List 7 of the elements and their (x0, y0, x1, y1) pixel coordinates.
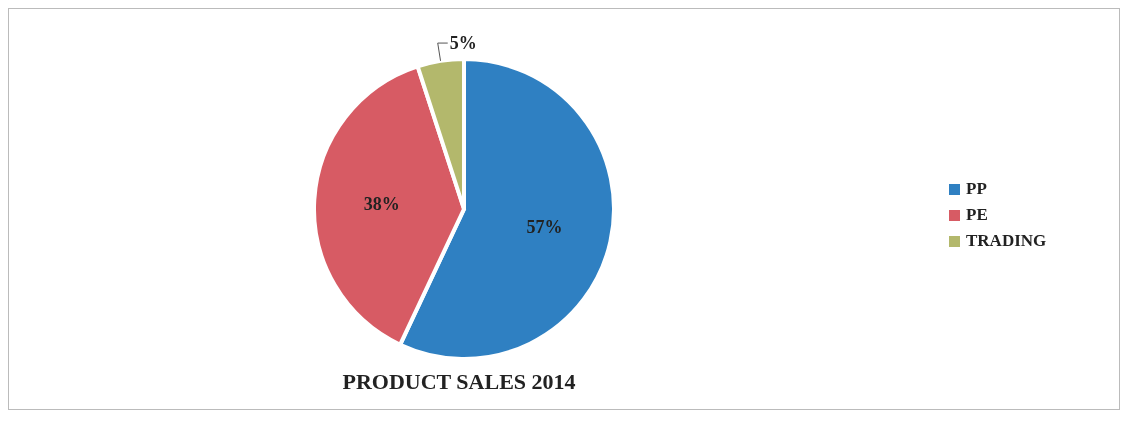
data-label: 57% (526, 217, 563, 237)
legend-label: TRADING (966, 231, 1047, 251)
legend-label: PE (966, 205, 988, 225)
legend-label: PP (966, 179, 987, 199)
data-label: 5% (449, 33, 477, 54)
text: PRODUCT SALES 2014 (341, 369, 577, 395)
data-label: 38% (363, 193, 400, 214)
